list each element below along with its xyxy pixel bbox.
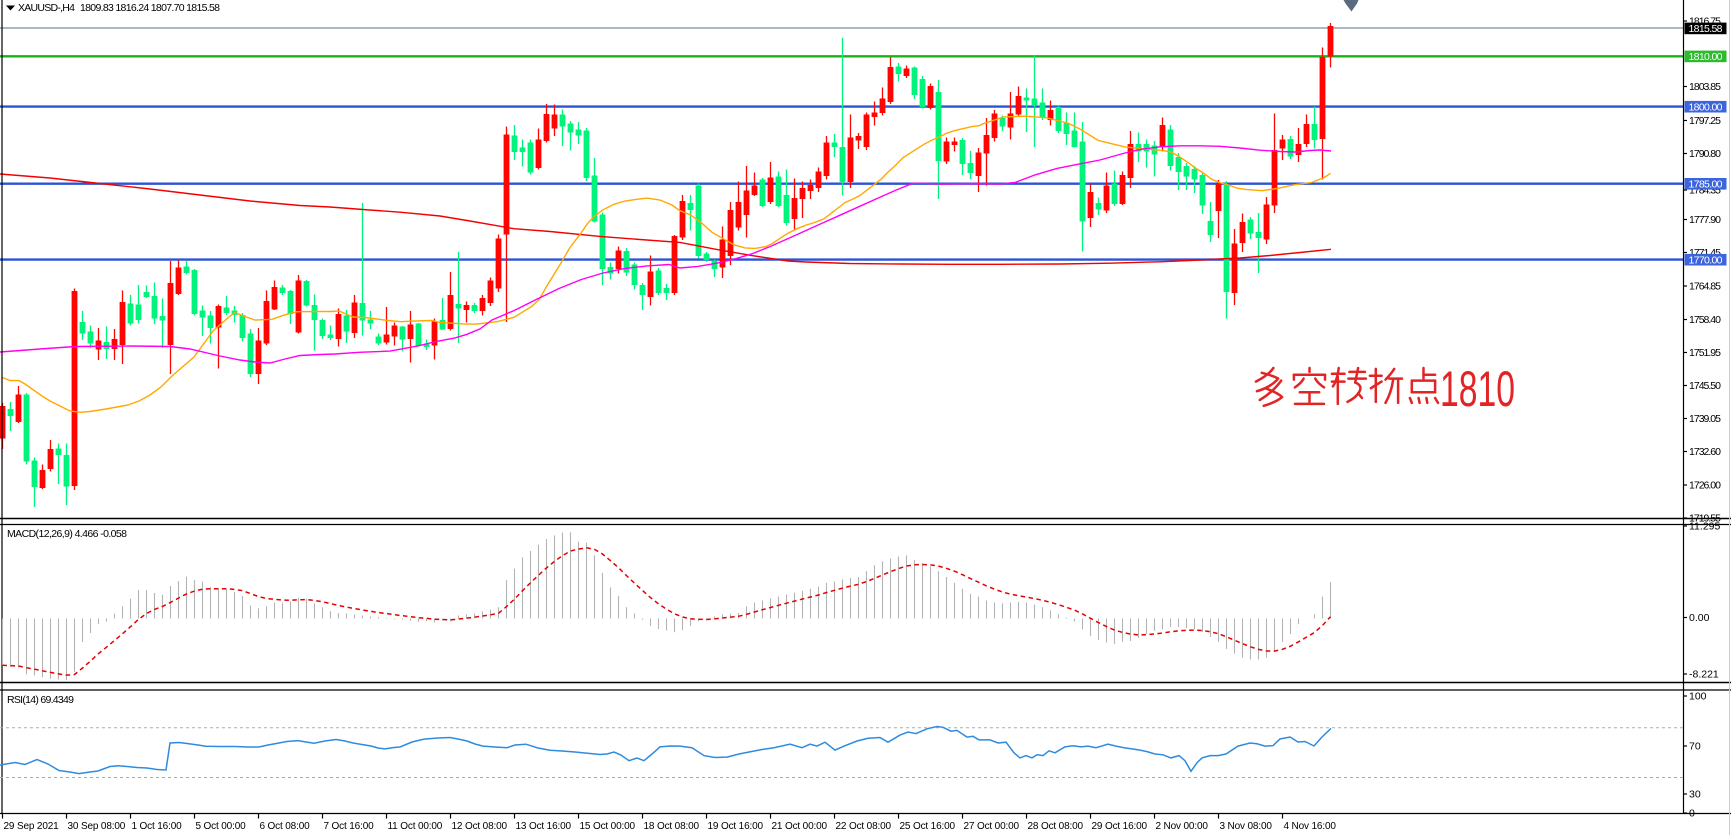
svg-text:11 Oct 00:00: 11 Oct 00:00 [388,821,443,832]
svg-text:1815.58: 1815.58 [1689,23,1723,35]
svg-text:RSI(14) 69.4349: RSI(14) 69.4349 [7,694,74,706]
svg-text:3 Nov 08:00: 3 Nov 08:00 [1220,821,1273,832]
svg-text:1797.25: 1797.25 [1689,115,1721,127]
svg-text:-8.221: -8.221 [1689,669,1719,681]
svg-text:1810.00: 1810.00 [1689,51,1723,63]
svg-text:6 Oct 08:00: 6 Oct 08:00 [260,821,311,832]
svg-text:1732.60: 1732.60 [1689,446,1721,458]
svg-text:0.00: 0.00 [1689,612,1710,624]
svg-text:18 Oct 08:00: 18 Oct 08:00 [644,821,700,832]
svg-text:4 Nov 16:00: 4 Nov 16:00 [1284,821,1337,832]
svg-text:1758.40: 1758.40 [1689,314,1721,326]
svg-text:22 Oct 08:00: 22 Oct 08:00 [836,821,892,832]
svg-text:70: 70 [1689,741,1701,753]
svg-text:1770.00: 1770.00 [1689,254,1723,266]
svg-text:1809.83 1816.24 1807.70 1815.5: 1809.83 1816.24 1807.70 1815.58 [80,2,220,14]
svg-text:1 Oct 16:00: 1 Oct 16:00 [132,821,183,832]
svg-text:100: 100 [1689,691,1707,703]
svg-text:30: 30 [1689,789,1701,801]
svg-text:XAUUSD-,H4: XAUUSD-,H4 [18,2,75,14]
svg-text:30 Sep 08:00: 30 Sep 08:00 [68,821,126,832]
svg-text:5 Oct 00:00: 5 Oct 00:00 [196,821,247,832]
svg-text:2 Nov 00:00: 2 Nov 00:00 [1156,821,1209,832]
svg-text:1800.00: 1800.00 [1689,101,1723,113]
svg-text:1745.50: 1745.50 [1689,380,1721,392]
svg-text:1739.05: 1739.05 [1689,413,1721,425]
svg-text:29 Sep 2021: 29 Sep 2021 [4,821,60,832]
svg-text:1785.00: 1785.00 [1689,179,1723,191]
svg-text:1810: 1810 [1440,361,1515,417]
svg-text:29 Oct 16:00: 29 Oct 16:00 [1092,821,1148,832]
svg-text:7 Oct 16:00: 7 Oct 16:00 [324,821,375,832]
svg-text:13 Oct 16:00: 13 Oct 16:00 [516,821,572,832]
svg-text:28 Oct 08:00: 28 Oct 08:00 [1028,821,1084,832]
svg-text:11.295: 11.295 [1689,521,1720,533]
svg-text:1790.80: 1790.80 [1689,148,1721,160]
svg-text:19 Oct 16:00: 19 Oct 16:00 [708,821,764,832]
svg-text:1726.00: 1726.00 [1689,480,1721,492]
svg-text:1803.85: 1803.85 [1689,81,1721,93]
svg-text:1751.95: 1751.95 [1689,347,1721,359]
svg-text:21 Oct 00:00: 21 Oct 00:00 [772,821,828,832]
svg-text:MACD(12,26,9) 4.466 -0.058: MACD(12,26,9) 4.466 -0.058 [7,528,127,540]
svg-text:1777.90: 1777.90 [1689,214,1721,226]
svg-text:1764.85: 1764.85 [1689,281,1721,293]
svg-text:27 Oct 00:00: 27 Oct 00:00 [964,821,1020,832]
svg-text:15 Oct 00:00: 15 Oct 00:00 [580,821,636,832]
svg-text:0: 0 [1689,808,1695,820]
svg-text:25 Oct 16:00: 25 Oct 16:00 [900,821,956,832]
svg-text:1719.55: 1719.55 [1689,513,1721,525]
svg-text:12 Oct 08:00: 12 Oct 08:00 [452,821,508,832]
